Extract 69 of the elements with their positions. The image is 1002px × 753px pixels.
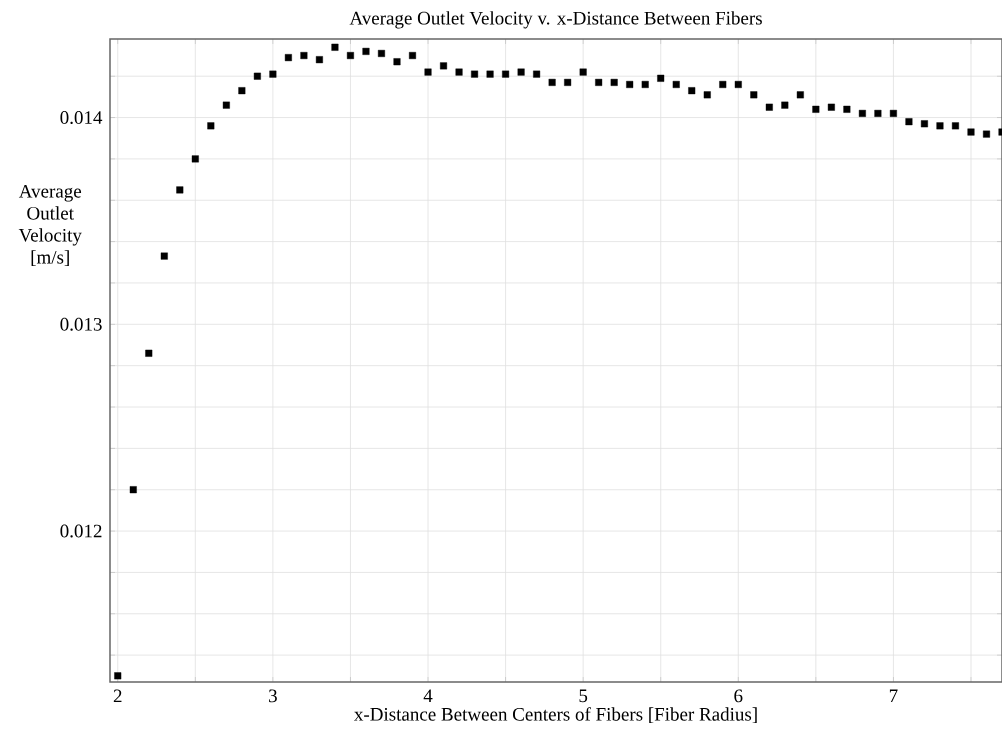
point (626, 80, 634, 88)
point (595, 78, 603, 86)
point (160, 252, 168, 260)
point (983, 130, 990, 138)
point (222, 101, 230, 109)
point (300, 52, 308, 60)
point (471, 70, 479, 78)
y-tick-label: 0.012 (60, 524, 102, 538)
point (315, 56, 323, 64)
point (750, 91, 758, 99)
point (967, 128, 975, 136)
point (579, 68, 587, 76)
point (858, 109, 866, 117)
point (874, 109, 882, 117)
point (533, 70, 541, 78)
point (564, 78, 572, 86)
point (812, 105, 820, 113)
point (734, 80, 742, 88)
point (207, 122, 215, 130)
x-tick-label: 3 (269, 689, 277, 703)
point (889, 109, 897, 117)
point (424, 68, 432, 76)
x-tick-label: 7 (889, 689, 898, 702)
point (781, 101, 789, 109)
point (796, 91, 804, 99)
point (331, 43, 339, 51)
point (641, 80, 649, 88)
point (703, 91, 711, 99)
point (409, 52, 417, 60)
point (253, 72, 261, 80)
x-axis-title: x-Distance Between Centers of Fibers [Fiber Radius] (354, 707, 757, 724)
point (129, 486, 137, 494)
x-tick-label: 6 (734, 689, 743, 703)
point (765, 103, 773, 111)
point (827, 103, 835, 111)
point (176, 186, 184, 194)
point (936, 122, 944, 130)
point (455, 68, 463, 76)
point (284, 54, 292, 62)
x-tick-label: 4 (423, 689, 433, 703)
point (610, 78, 618, 86)
point (145, 349, 153, 357)
point (114, 672, 122, 680)
point (269, 70, 277, 78)
point (191, 155, 199, 163)
point (951, 122, 959, 130)
point (440, 62, 448, 70)
point (502, 70, 510, 78)
point (688, 87, 696, 95)
y-tick-label: 0.013 (60, 317, 102, 331)
point (517, 68, 525, 76)
x-tick-label: 2 (113, 689, 122, 703)
y-axis-title: Average Outlet Velocity [m/s] (18, 184, 82, 267)
point (393, 58, 401, 66)
point (719, 80, 727, 88)
point (843, 105, 851, 113)
point (362, 47, 370, 55)
point (672, 80, 680, 88)
chart-title: Average Outlet Velocity v. x-Distance Between Fibers (349, 11, 762, 29)
point (548, 78, 556, 86)
point (920, 120, 928, 128)
point (346, 52, 354, 60)
point (486, 70, 494, 78)
point (657, 74, 665, 82)
point (905, 118, 913, 126)
x-tick-label: 5 (579, 689, 588, 703)
y-tick-label: 0.014 (60, 111, 103, 125)
point (238, 87, 246, 95)
point (377, 49, 385, 57)
